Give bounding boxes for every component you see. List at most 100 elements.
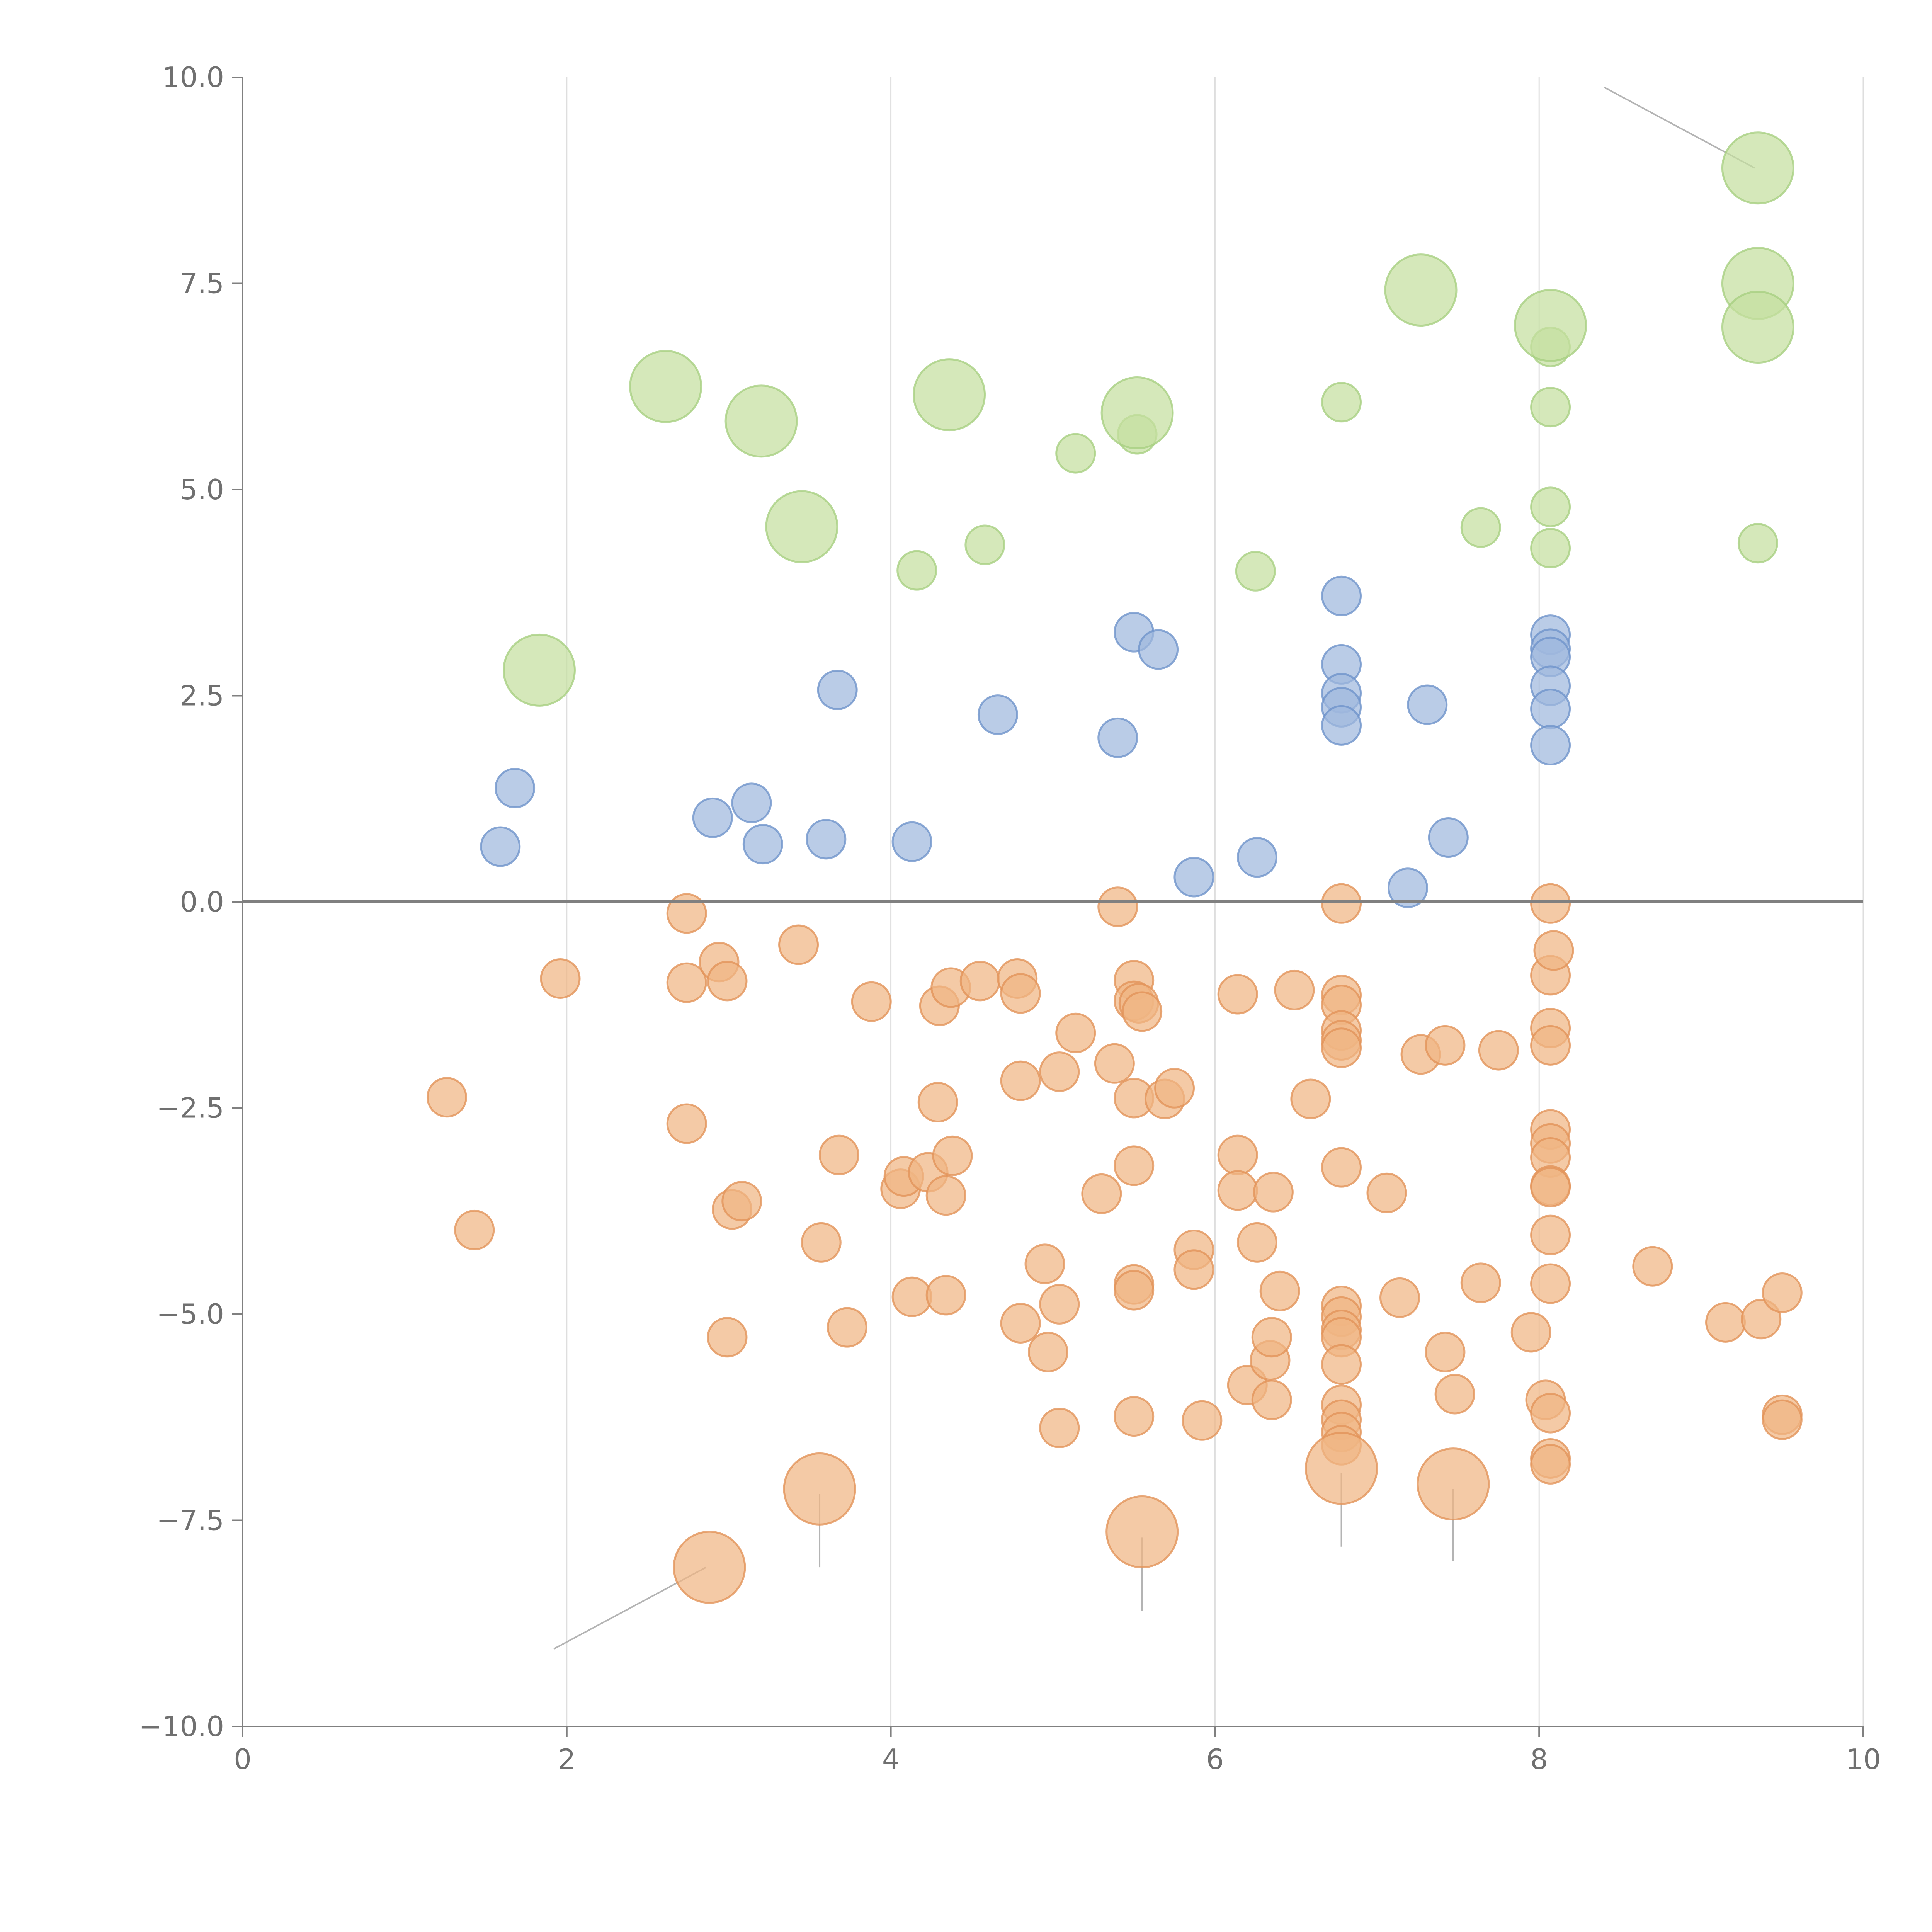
- axes: −10.0 −7.5 −5.0 −2.5 0.0 2.5 5.0 7.5 10.0 0 2 4 6 8 10: [139, 61, 1881, 1776]
- orange-point-67: [1321, 883, 1362, 924]
- green-point-12: [1737, 523, 1778, 564]
- blue-point-2: [495, 768, 536, 809]
- orange-point-115: [783, 1452, 856, 1526]
- green-point-10: [1530, 486, 1571, 527]
- x-tick-label: 10: [1845, 1743, 1881, 1776]
- orange-point-3: [540, 958, 581, 999]
- blue-point-7: [817, 670, 858, 711]
- x-tick-label: 6: [1206, 1743, 1224, 1776]
- orange-point-116: [1105, 1495, 1179, 1568]
- orange-point-40: [1097, 886, 1138, 927]
- orange-point-16: [851, 981, 892, 1022]
- orange-point-59: [1236, 1222, 1277, 1263]
- orange-point-24: [925, 1275, 966, 1316]
- orange-point-11: [721, 1181, 762, 1222]
- orange-point-87: [1425, 1332, 1466, 1372]
- blue-point-15: [1321, 575, 1362, 616]
- green-point-6: [1321, 382, 1362, 423]
- orange-point-89: [1460, 1262, 1501, 1303]
- blue-point-1: [480, 826, 521, 867]
- blue-point-10: [1097, 717, 1138, 758]
- green-point-15: [724, 384, 798, 458]
- blue-point-4: [731, 782, 772, 823]
- orange-point-33: [1027, 1332, 1068, 1372]
- orange-point-4: [666, 893, 707, 934]
- y-tick-label: 5.0: [180, 473, 224, 506]
- orange-point-114: [673, 1531, 746, 1604]
- orange-point-103: [1530, 1263, 1571, 1304]
- blue-point-13: [1173, 857, 1214, 898]
- orange-point-37: [1055, 1012, 1096, 1053]
- blue-point-28: [1530, 725, 1571, 766]
- orange-point-6: [666, 1103, 707, 1144]
- x-tick-label: 8: [1530, 1743, 1548, 1776]
- x-tick-label: 2: [558, 1743, 576, 1776]
- green-point-21: [1721, 131, 1794, 205]
- blue-point-21: [1407, 684, 1448, 725]
- green-point-11: [1530, 528, 1571, 569]
- orange-point-86: [1425, 1025, 1466, 1066]
- green-point-17: [913, 358, 986, 432]
- y-tick-label: −7.5: [156, 1504, 224, 1537]
- x-tick-label: 0: [234, 1743, 252, 1776]
- orange-point-51: [1154, 1068, 1195, 1109]
- y-tick-label: −10.0: [139, 1710, 224, 1743]
- orange-point-108: [1632, 1246, 1673, 1287]
- orange-point-83: [1366, 1172, 1407, 1213]
- orange-point-84: [1379, 1277, 1420, 1318]
- orange-point-34: [1039, 1051, 1080, 1092]
- orange-point-90: [1478, 1030, 1519, 1071]
- orange-point-72: [1321, 1027, 1362, 1068]
- orange-point-36: [1039, 1407, 1080, 1448]
- green-point-23: [1721, 291, 1794, 364]
- orange-point-118: [1417, 1447, 1490, 1521]
- y-tick-label: 7.5: [180, 267, 224, 300]
- green-point-20: [1514, 289, 1587, 362]
- blue-point-5: [742, 824, 783, 865]
- blue-point-3: [692, 797, 733, 838]
- orange-point-13: [801, 1222, 842, 1263]
- green-point-7: [1460, 507, 1501, 548]
- orange-point-55: [1217, 974, 1258, 1015]
- orange-point-117: [1305, 1432, 1378, 1505]
- orange-point-54: [1182, 1400, 1223, 1441]
- orange-point-39: [1094, 1043, 1135, 1084]
- orange-point-12: [778, 924, 819, 965]
- green-point-9: [1530, 387, 1571, 428]
- green-point-19: [1384, 253, 1458, 327]
- green-point-3: [1055, 433, 1096, 474]
- orange-point-64: [1259, 1270, 1300, 1311]
- orange-point-101: [1530, 1167, 1571, 1208]
- green-point-16: [765, 490, 838, 563]
- green-point-14: [629, 350, 702, 423]
- green-point-13: [503, 633, 576, 707]
- green-point-1: [896, 550, 937, 591]
- orange-point-107: [1533, 930, 1574, 971]
- orange-point-57: [1217, 1170, 1258, 1211]
- blue-point-14: [1236, 837, 1277, 878]
- orange-point-106: [1530, 1444, 1571, 1485]
- y-tick-label: 10.0: [162, 61, 224, 94]
- green-point-5: [1235, 551, 1276, 592]
- orange-point-104: [1530, 1393, 1571, 1434]
- orange-point-23: [925, 1175, 966, 1216]
- orange-point-78: [1321, 1344, 1362, 1385]
- orange-point-113: [1762, 1399, 1803, 1440]
- orange-point-2: [454, 1209, 495, 1250]
- orange-point-49: [1122, 991, 1163, 1032]
- orange-point-15: [827, 1307, 867, 1348]
- blue-point-8: [891, 821, 932, 862]
- orange-point-29: [1000, 973, 1041, 1014]
- orange-point-9: [707, 1317, 748, 1358]
- y-tick-label: 2.5: [180, 680, 224, 712]
- blue-point-27: [1530, 689, 1571, 730]
- orange-point-32: [1024, 1243, 1065, 1284]
- orange-point-91: [1510, 1312, 1551, 1353]
- orange-point-62: [1251, 1379, 1292, 1420]
- orange-point-53: [1173, 1249, 1214, 1290]
- orange-point-19: [891, 1276, 932, 1317]
- orange-point-30: [1000, 1060, 1041, 1101]
- orange-point-27: [959, 961, 1000, 1002]
- orange-point-35: [1039, 1284, 1080, 1325]
